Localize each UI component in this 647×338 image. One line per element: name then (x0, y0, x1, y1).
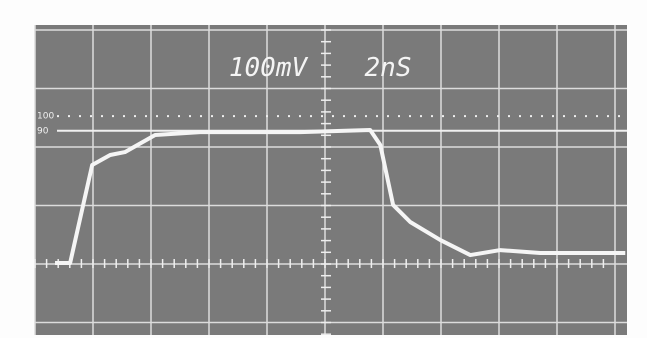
time-per-div: 2nS (365, 53, 412, 83)
y-tick-label: 100 (37, 112, 54, 122)
screen (35, 25, 627, 335)
page: {"chart_data": {"type": "line", "volts_p… (0, 0, 647, 338)
oscilloscope-screen: 100mV 2nS 100 90 (0, 0, 647, 338)
volts-per-div: 100mV (229, 53, 309, 83)
y-tick-label: 90 (37, 126, 49, 136)
